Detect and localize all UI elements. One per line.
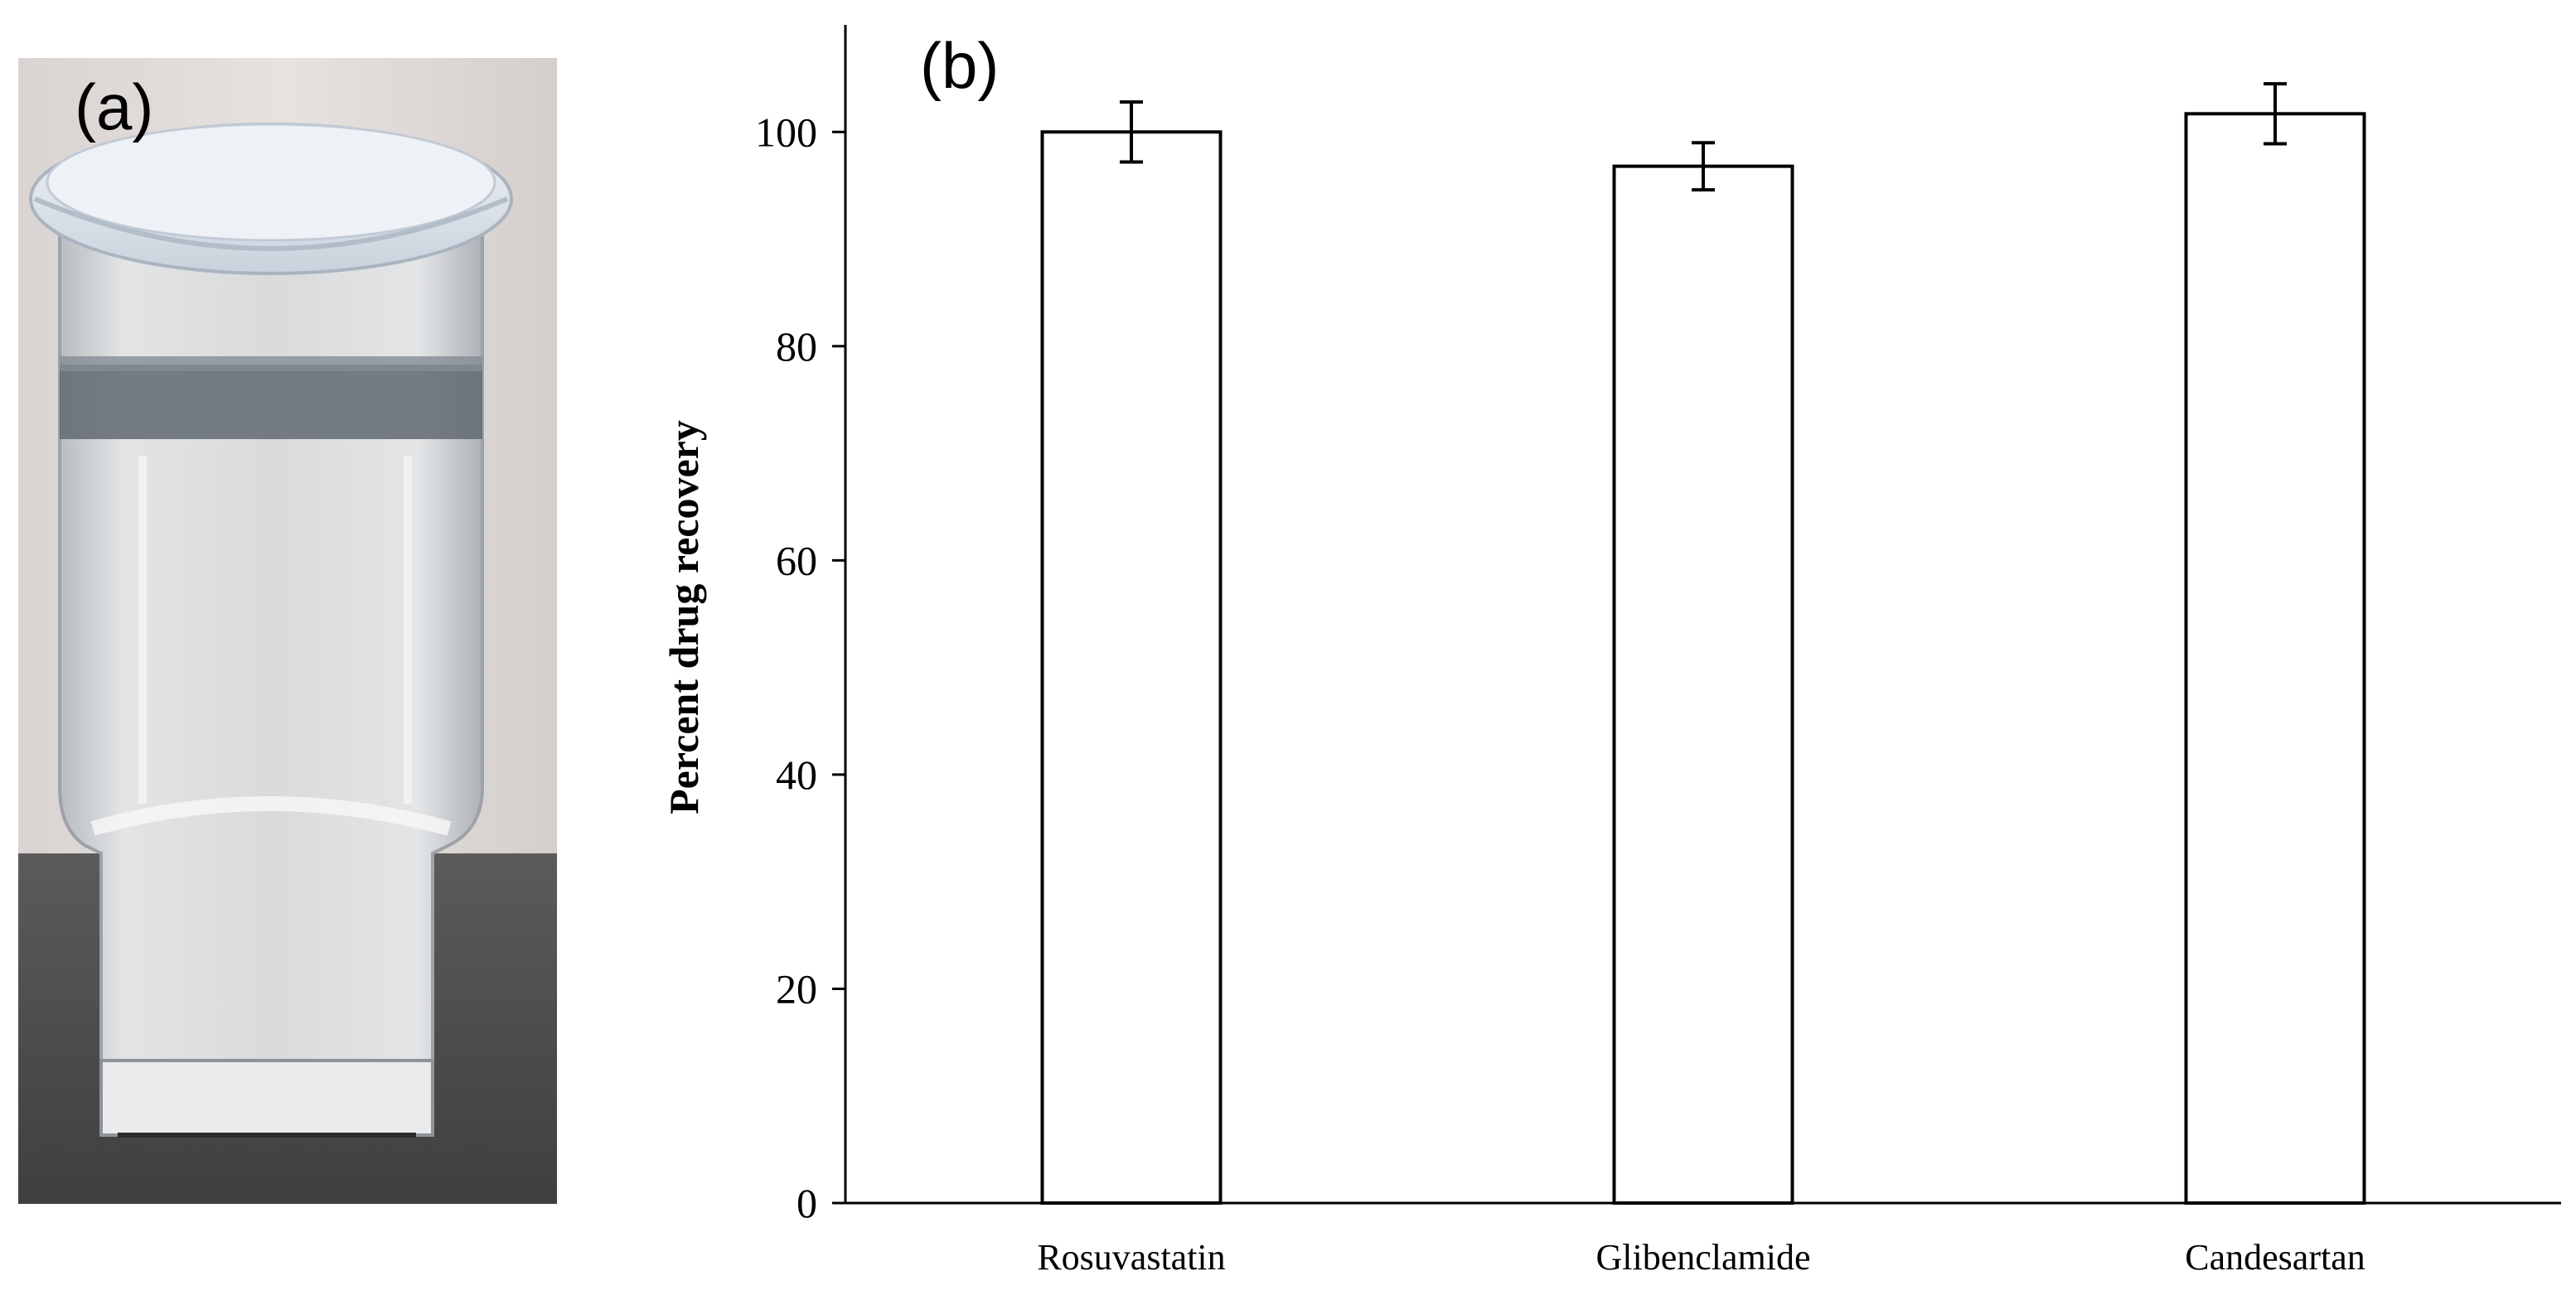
x-tick-label: Glibenclamide bbox=[1595, 1237, 1810, 1278]
jar-photo-illustration bbox=[18, 58, 557, 1204]
x-tick-label: Rosuvastatin bbox=[1037, 1237, 1225, 1278]
y-axis-label: Percent drug recovery bbox=[661, 420, 707, 814]
error-bar-candesartan bbox=[2264, 82, 2287, 146]
x-tick-label: Candesartan bbox=[2185, 1237, 2365, 1278]
y-tick-label: 100 bbox=[755, 109, 817, 155]
y-tick-label: 0 bbox=[797, 1180, 817, 1226]
y-tick-label: 80 bbox=[776, 323, 817, 370]
y-tick-label: 60 bbox=[776, 537, 817, 583]
chart-bars bbox=[1040, 82, 2366, 1206]
bar-glibenclamide bbox=[1612, 164, 1794, 1205]
error-bar-rosuvastatin bbox=[1120, 100, 1143, 164]
error-bar-glibenclamide bbox=[1692, 141, 1715, 192]
jar-photo bbox=[18, 58, 557, 1204]
chart-ticks: 0 20 40 60 80 100 Rosuvastatin Glibenclamide Can… bbox=[755, 109, 2365, 1278]
panel-label-a: (a) bbox=[75, 70, 154, 143]
bar-rosuvastatin bbox=[1040, 130, 1223, 1206]
bar-candesartan bbox=[2184, 112, 2366, 1205]
y-tick-label: 40 bbox=[776, 751, 817, 798]
panel-label-b: (b) bbox=[920, 29, 1000, 102]
y-tick-label: 20 bbox=[776, 965, 817, 1012]
